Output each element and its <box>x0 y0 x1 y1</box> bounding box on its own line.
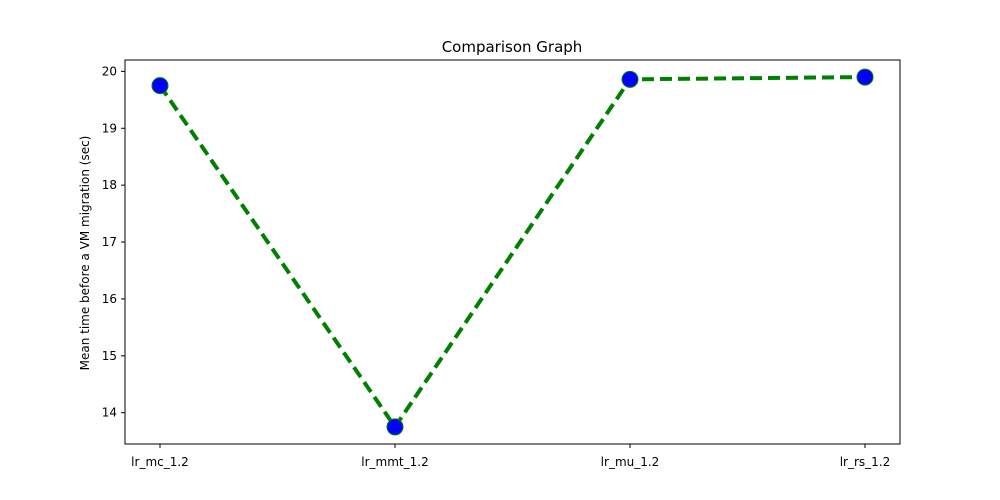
x-axis-ticks: lr_mc_1.2 lr_mmt_1.2 lr_mu_1.2 lr_rs_1.2 <box>131 444 890 469</box>
y-axis-ticks: 14 15 16 17 18 19 20 <box>102 64 125 420</box>
x-tick-label: lr_mu_1.2 <box>601 455 660 469</box>
data-point <box>856 68 874 86</box>
data-point <box>151 77 169 95</box>
y-tick-label: 19 <box>102 121 117 135</box>
data-point <box>621 70 639 88</box>
series-line <box>158 75 866 429</box>
y-tick-label: 16 <box>102 292 117 306</box>
y-axis-label: Mean time before a VM migration (sec) <box>78 136 92 371</box>
y-tick-label: 20 <box>102 64 117 78</box>
data-point <box>386 418 404 436</box>
y-tick-label: 14 <box>102 406 117 420</box>
y-tick-label: 17 <box>102 235 117 249</box>
x-tick-label: lr_rs_1.2 <box>840 455 891 469</box>
y-tick-label: 15 <box>102 349 117 363</box>
y-tick-label: 18 <box>102 178 117 192</box>
plot-frame <box>124 59 901 445</box>
series-layer <box>151 68 874 436</box>
chart-title: Comparison Graph <box>442 38 583 56</box>
x-tick-label: lr_mc_1.2 <box>131 455 189 469</box>
x-tick-label: lr_mmt_1.2 <box>361 455 428 469</box>
